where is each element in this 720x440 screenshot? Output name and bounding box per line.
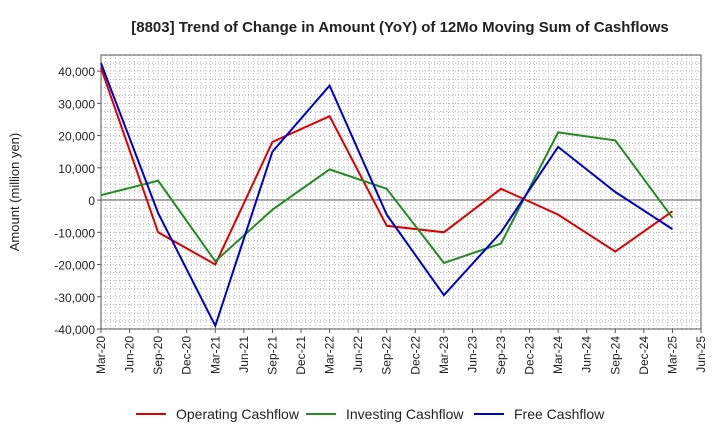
y-tick-label: -40,000 — [54, 323, 95, 337]
x-tick-label: Sep-24 — [608, 336, 622, 375]
x-tick-label: Dec-22 — [408, 336, 422, 375]
x-tick-label: Jun-20 — [123, 336, 137, 373]
x-tick-label: Sep-23 — [494, 336, 508, 375]
x-tick-label: Mar-24 — [551, 336, 565, 374]
x-tick-label: Sep-21 — [265, 336, 279, 375]
x-tick-label: Jun-21 — [237, 336, 251, 373]
x-tick-label: Mar-25 — [665, 336, 679, 374]
x-tick-label: Jun-23 — [465, 336, 479, 373]
x-tick-label: Mar-20 — [94, 336, 108, 374]
x-tick-label: Sep-20 — [151, 336, 165, 375]
x-tick-label: Dec-23 — [523, 336, 537, 375]
y-tick-label: 10,000 — [58, 162, 95, 176]
x-tick-label: Mar-22 — [323, 336, 337, 374]
y-tick-label: -20,000 — [54, 259, 95, 273]
legend: Operating Cashflow Investing Cashflow Free… — [136, 406, 605, 422]
series-line-investing-cashflow — [100, 131, 674, 265]
legend-label: Investing Cashflow — [346, 406, 464, 422]
x-tick-label: Mar-23 — [437, 336, 451, 374]
legend-label: Operating Cashflow — [176, 406, 300, 422]
x-tick-label: Sep-22 — [380, 336, 394, 375]
x-tick-label: Dec-20 — [180, 336, 194, 375]
x-tick-label: Mar-21 — [208, 336, 222, 374]
x-tick-label: Dec-21 — [294, 336, 308, 375]
y-tick-label: -10,000 — [54, 226, 95, 240]
y-tick-label: 30,000 — [58, 97, 95, 111]
y-tick-label: -30,000 — [54, 291, 95, 305]
y-tick-label: 0 — [88, 194, 95, 208]
plot-border — [100, 54, 702, 330]
series-line-operating-cashflow — [100, 67, 673, 266]
x-tick-label: Jun-25 — [694, 336, 708, 373]
x-tick-label: Dec-24 — [637, 336, 651, 375]
legend-label: Free Cashflow — [514, 406, 605, 422]
x-tick-label: Jun-24 — [580, 336, 594, 373]
chart-title: [8803] Trend of Change in Amount (YoY) o… — [131, 19, 669, 36]
y-tick-label: 20,000 — [58, 130, 95, 144]
series-line-free-cashflow — [100, 62, 673, 329]
plot-area: -40,000 -30,000 -20,000 -10,000 0 10,000 20,00… — [54, 54, 708, 375]
x-tick-label: Jun-22 — [351, 336, 365, 373]
y-axis-label: Amount (million yen) — [7, 133, 22, 252]
y-tick-label: 40,000 — [58, 65, 95, 79]
